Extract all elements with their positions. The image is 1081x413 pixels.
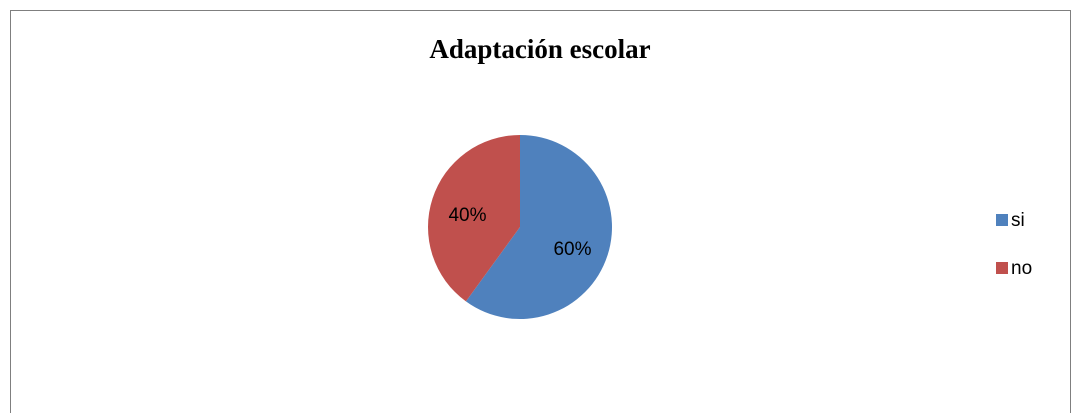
pie-slice [428, 135, 520, 302]
pie-slice [465, 135, 612, 319]
chart-title: Adaptación escolar [429, 34, 650, 64]
legend-swatch [996, 262, 1008, 274]
legend-swatch [996, 214, 1008, 226]
legend-label: no [1011, 258, 1032, 279]
data-label: 40% [448, 205, 486, 226]
legend-label: si [1011, 210, 1025, 231]
data-label: 60% [553, 239, 591, 260]
